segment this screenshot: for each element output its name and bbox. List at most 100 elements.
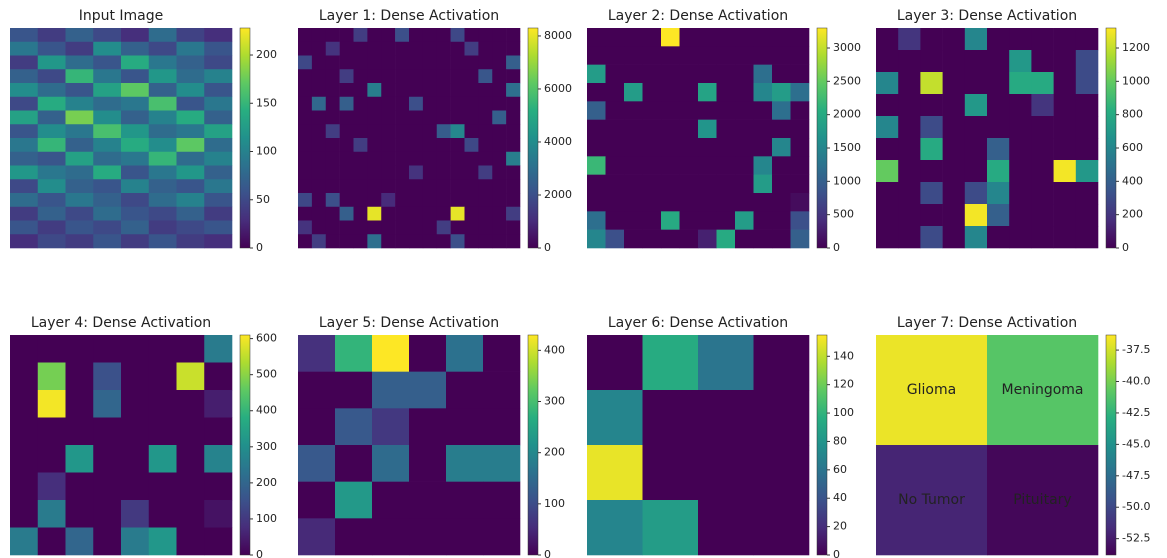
heatmap-cell xyxy=(965,28,988,50)
heatmap-cell xyxy=(121,445,149,473)
panel-title: Layer 5: Dense Activation xyxy=(319,315,499,331)
heatmap-cell xyxy=(717,230,736,249)
heatmap-cell xyxy=(446,408,483,445)
heatmap-cell xyxy=(367,193,381,207)
heatmap-cell xyxy=(149,152,177,166)
heatmap-cell xyxy=(395,221,409,235)
heatmap-cell xyxy=(643,230,662,249)
heatmap-cell xyxy=(1009,72,1031,94)
heatmap-cell xyxy=(66,234,94,248)
heatmap-cell xyxy=(698,211,717,230)
heatmap-cell xyxy=(93,56,121,70)
heatmap-cell xyxy=(791,193,810,212)
heatmap-cell xyxy=(409,372,446,409)
colorbar-tick-label: 400 xyxy=(544,343,565,356)
heatmap-cell xyxy=(478,28,492,42)
heatmap-cell xyxy=(409,69,423,83)
heatmap-cell xyxy=(1009,116,1031,138)
heatmap-cell xyxy=(492,234,506,248)
heatmap-cell xyxy=(409,124,423,138)
heatmap-cell xyxy=(624,120,643,139)
heatmap-cell xyxy=(587,335,643,390)
heatmap-cell xyxy=(381,166,395,180)
heatmap-cell xyxy=(698,445,754,500)
heatmap-cell xyxy=(987,28,1010,50)
heatmap-cell xyxy=(791,230,810,249)
heatmap-cell xyxy=(624,46,643,65)
heatmap-cell xyxy=(717,46,736,65)
heatmap-cell xyxy=(717,175,736,194)
heatmap-cell xyxy=(367,166,381,180)
heatmap-cell xyxy=(437,207,451,221)
heatmap-cell xyxy=(643,120,662,139)
heatmap-cell xyxy=(506,83,520,97)
heatmap-cell xyxy=(437,152,451,166)
heatmap-cell xyxy=(423,42,437,56)
heatmap-cell xyxy=(409,335,446,372)
heatmap-cell xyxy=(1076,94,1099,116)
heatmap-cell xyxy=(381,69,395,83)
heatmap-cell xyxy=(492,207,506,221)
colorbar-tick-label: 1500 xyxy=(833,141,861,154)
heatmap-cell xyxy=(204,363,232,391)
heatmap-cell xyxy=(754,138,773,157)
colorbar-tick-label: -52.5 xyxy=(1122,532,1150,545)
heatmap-cell xyxy=(643,65,662,84)
heatmap-cell xyxy=(381,152,395,166)
heatmap-cell xyxy=(587,445,643,500)
heatmap-cell xyxy=(326,166,340,180)
heatmap-cell xyxy=(680,211,699,230)
heatmap-cell xyxy=(478,97,492,111)
heatmap-cell xyxy=(791,101,810,120)
heatmap-cell xyxy=(483,408,520,445)
colorbar xyxy=(528,28,538,248)
heatmap-cell xyxy=(606,193,625,212)
colorbar-tick-label: 140 xyxy=(833,349,854,362)
colorbar-tick-label: 800 xyxy=(1122,108,1143,121)
heatmap-cell xyxy=(93,500,121,528)
heatmap-cell xyxy=(587,230,606,249)
heatmap-cell xyxy=(506,221,520,235)
heatmap-cell xyxy=(423,69,437,83)
heatmap-cell xyxy=(624,211,643,230)
heatmap-cell xyxy=(121,179,149,193)
heatmap-cell xyxy=(661,120,680,139)
colorbar-tick-label: 4000 xyxy=(544,135,572,148)
heatmap-cell xyxy=(478,83,492,97)
heatmap-cell xyxy=(298,124,312,138)
heatmap-cell xyxy=(381,207,395,221)
cell-label: Pituitary xyxy=(1013,492,1071,508)
heatmap-cell xyxy=(451,166,465,180)
heatmap-cell xyxy=(587,65,606,84)
heatmap-cell xyxy=(177,207,205,221)
heatmap-cell xyxy=(754,193,773,212)
heatmap-cell xyxy=(298,83,312,97)
heatmap-cell xyxy=(298,408,335,445)
heatmap-cell xyxy=(395,207,409,221)
heatmap-cell xyxy=(506,234,520,248)
heatmap-cell xyxy=(204,166,232,180)
heatmap-cell xyxy=(121,56,149,70)
heatmap-cell xyxy=(340,221,354,235)
heatmap-cell xyxy=(492,56,506,70)
colorbar-tick-label: -42.5 xyxy=(1122,406,1150,419)
heatmap-cell xyxy=(38,166,66,180)
heatmap-cell xyxy=(409,408,446,445)
heatmap-cell xyxy=(177,473,205,501)
heatmap-cell xyxy=(367,56,381,70)
heatmap-cell xyxy=(326,69,340,83)
heatmap-cell xyxy=(437,138,451,152)
figure: Input Image050100150200Layer 1: Dense Ac… xyxy=(0,0,1167,558)
heatmap-cell xyxy=(121,234,149,248)
heatmap-cell xyxy=(506,138,520,152)
heatmap-cell xyxy=(298,166,312,180)
heatmap-cell xyxy=(1076,72,1099,94)
heatmap-cell xyxy=(680,120,699,139)
heatmap-cell xyxy=(698,175,717,194)
heatmap-cell xyxy=(367,138,381,152)
colorbar xyxy=(528,335,538,555)
heatmap-cell xyxy=(10,390,38,418)
heatmap-cell xyxy=(606,46,625,65)
heatmap-cell xyxy=(38,152,66,166)
heatmap-cell xyxy=(735,28,754,47)
